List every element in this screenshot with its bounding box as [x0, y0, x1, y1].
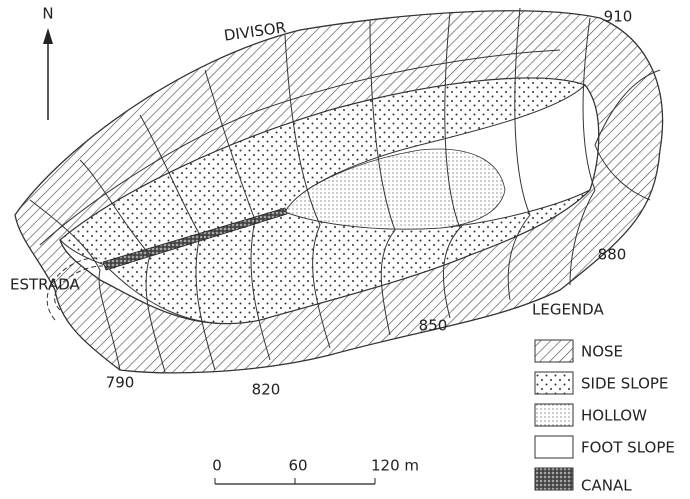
- map: N DIVISOR ESTRADA 910 880 850 820 790 LE…: [0, 0, 690, 499]
- legend-swatch: [535, 372, 573, 394]
- legend-swatch: [535, 436, 573, 458]
- legend-swatch: [535, 404, 573, 426]
- legend: LEGENDA NOSE SIDE SLOPE HOLLOW FOOT SLOP…: [532, 301, 675, 495]
- legend-item: HOLLOW: [581, 407, 647, 425]
- legend-item: FOOT SLOPE: [581, 439, 675, 457]
- contour-label: 880: [598, 246, 627, 264]
- scale-label: 0: [212, 457, 222, 475]
- legend-item: CANAL: [581, 477, 632, 495]
- legend-item: NOSE: [581, 343, 623, 361]
- contour-label: 820: [252, 381, 281, 399]
- legend-swatch: [535, 468, 573, 490]
- north-label: N: [42, 5, 53, 23]
- legend-item: SIDE SLOPE: [581, 375, 668, 393]
- road-label: ESTRADA: [10, 276, 81, 294]
- contour-label: 910: [604, 8, 633, 26]
- scale-label: 120 m: [371, 457, 419, 475]
- legend-swatch: [535, 340, 573, 362]
- legend-title: LEGENDA: [532, 301, 604, 319]
- north-arrowhead: [43, 28, 53, 44]
- scale-bar: 0 60 120 m: [212, 457, 419, 485]
- contour-label: 850: [419, 317, 448, 335]
- contour-label: 790: [106, 374, 135, 392]
- scale-label: 60: [288, 457, 307, 475]
